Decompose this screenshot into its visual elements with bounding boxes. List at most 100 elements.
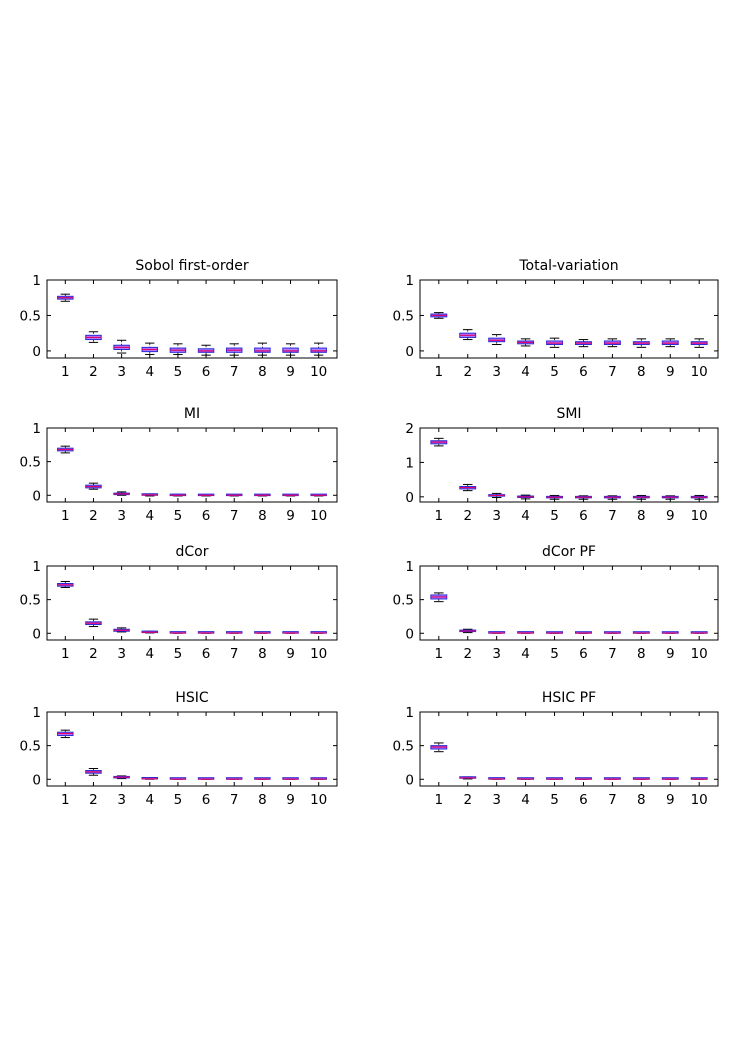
y-tick-label: 0 <box>32 626 41 642</box>
box-5 <box>546 777 563 780</box>
x-tick-label: 4 <box>145 508 154 524</box>
x-tick-label: 2 <box>463 364 472 380</box>
box-7 <box>603 631 621 634</box>
box-1 <box>57 580 74 589</box>
x-tick-label: 6 <box>202 792 211 808</box>
x-tick-label: 4 <box>145 364 154 380</box>
y-tick-label: 1 <box>32 559 41 575</box>
box-3 <box>113 339 130 354</box>
x-tick-label: 7 <box>230 508 239 524</box>
box-1 <box>430 592 448 603</box>
box-1 <box>430 312 448 319</box>
x-tick-label: 2 <box>89 646 98 662</box>
x-tick-label: 6 <box>579 792 588 808</box>
box-3 <box>113 627 130 633</box>
box-3 <box>488 492 506 499</box>
box-7 <box>225 631 243 634</box>
box-7 <box>225 777 243 780</box>
x-tick-label: 5 <box>550 646 559 662</box>
y-tick-label: 1 <box>405 455 414 471</box>
box-9 <box>282 631 299 634</box>
y-tick-label: 1 <box>32 421 41 437</box>
box-6 <box>197 493 215 497</box>
box-8 <box>254 777 271 780</box>
box-8 <box>632 777 650 780</box>
x-tick-label: 9 <box>286 792 295 808</box>
x-tick-label: 1 <box>61 508 70 524</box>
x-tick-label: 4 <box>521 792 530 808</box>
box-10 <box>690 777 708 780</box>
box-2 <box>85 768 102 776</box>
panel-title: MI <box>184 406 200 422</box>
box-4 <box>517 494 535 500</box>
x-tick-label: 2 <box>463 792 472 808</box>
x-tick-label: 2 <box>89 364 98 380</box>
box-8 <box>632 338 650 348</box>
x-tick-label: 4 <box>145 646 154 662</box>
x-tick-label: 3 <box>117 508 126 524</box>
box-7 <box>225 493 243 497</box>
box-10 <box>310 493 327 497</box>
axes-frame <box>46 427 338 503</box>
y-tick-label: 0.5 <box>20 739 41 755</box>
box-8 <box>632 631 650 634</box>
y-tick-label: 0 <box>32 344 41 360</box>
y-tick-label: 2 <box>405 421 414 437</box>
box-9 <box>661 495 679 500</box>
y-tick-label: 1 <box>405 705 414 721</box>
box-6 <box>575 339 592 348</box>
box-2 <box>85 618 102 628</box>
box-2 <box>459 329 477 341</box>
y-tick-label: 1 <box>405 559 414 575</box>
x-tick-label: 9 <box>286 646 295 662</box>
y-tick-label: 0.5 <box>20 455 41 471</box>
x-tick-label: 8 <box>258 646 267 662</box>
x-tick-label: 5 <box>550 364 559 380</box>
x-tick-label: 6 <box>579 646 588 662</box>
panel-7: HSIC 0 0.5 1 1 2 3 4 5 6 7 8 9 10 <box>20 690 338 808</box>
x-tick-label: 10 <box>691 508 708 524</box>
x-tick-label: 3 <box>492 646 501 662</box>
x-tick-label: 4 <box>521 508 530 524</box>
x-tick-label: 1 <box>61 646 70 662</box>
panel-6: dCor PF 0 0.5 1 1 2 3 4 5 6 7 8 9 10 <box>393 544 719 662</box>
panel-title: dCor <box>176 544 209 560</box>
x-tick-label: 1 <box>435 508 444 524</box>
x-tick-label: 10 <box>310 792 327 808</box>
box-9 <box>661 338 679 348</box>
panel-title: dCor PF <box>542 544 596 560</box>
box-3 <box>488 777 506 780</box>
box-6 <box>197 631 215 634</box>
panel-1: Sobol first-order 0 0.5 1 1 2 3 4 5 6 7 8 9 10 <box>20 258 338 380</box>
box-7 <box>603 777 621 780</box>
box-4 <box>141 630 159 634</box>
panel-8: HSIC PF 0 0.5 1 1 2 3 4 5 6 7 8 9 10 <box>393 690 719 808</box>
x-tick-label: 2 <box>463 646 472 662</box>
box-body <box>310 347 327 353</box>
box-3 <box>113 775 130 780</box>
y-tick-label: 0.5 <box>20 593 41 609</box>
x-tick-label: 6 <box>579 508 588 524</box>
box-3 <box>488 334 506 346</box>
box-3 <box>488 631 506 634</box>
x-tick-label: 1 <box>61 792 70 808</box>
x-tick-label: 6 <box>202 508 211 524</box>
box-6 <box>575 631 592 634</box>
axes-frame <box>46 565 338 641</box>
box-9 <box>282 493 299 497</box>
panel-title: Total-variation <box>518 258 618 274</box>
box-8 <box>632 494 650 500</box>
panel-4: SMI 0 1 2 1 2 3 4 5 6 7 8 9 10 <box>405 406 719 524</box>
box-7 <box>603 495 621 500</box>
box-8 <box>254 631 271 634</box>
x-tick-label: 7 <box>608 792 617 808</box>
x-tick-label: 10 <box>691 646 708 662</box>
box-7 <box>225 343 243 356</box>
box-4 <box>517 338 535 347</box>
x-tick-label: 8 <box>637 508 646 524</box>
box-2 <box>459 776 477 780</box>
x-tick-label: 3 <box>117 646 126 662</box>
box-10 <box>310 631 327 634</box>
y-tick-label: 1 <box>405 273 414 289</box>
